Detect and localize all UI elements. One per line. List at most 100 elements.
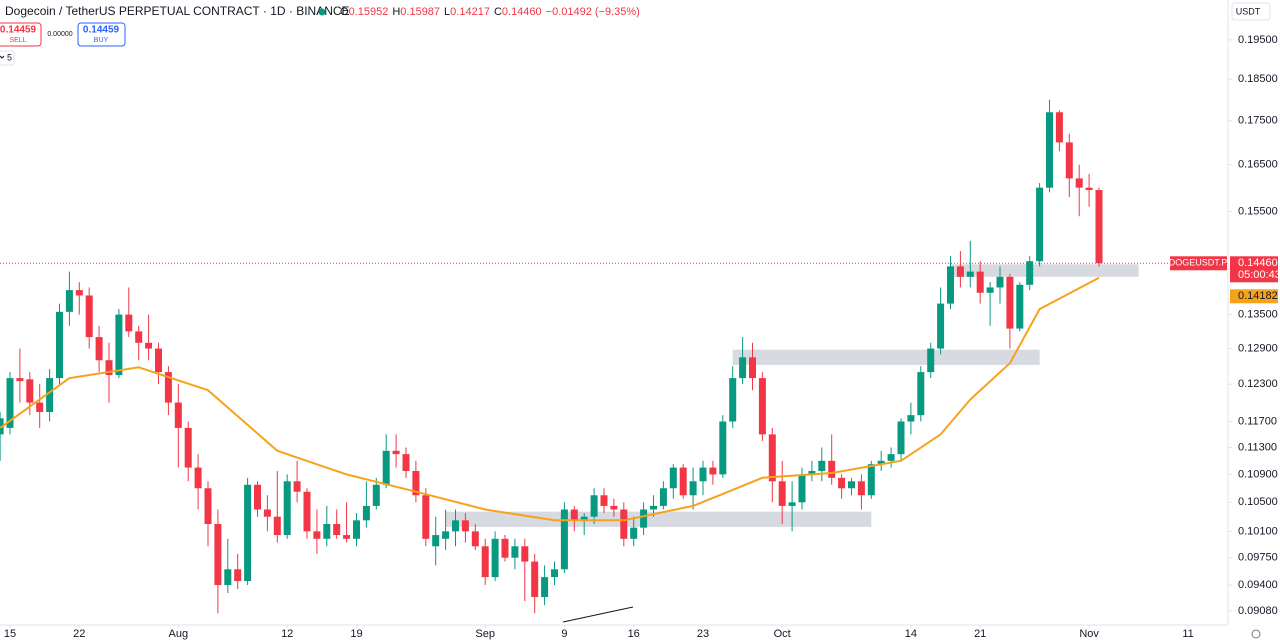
x-tick-label: 14 <box>905 628 917 640</box>
candle-body <box>907 415 915 422</box>
candle-body <box>155 348 162 373</box>
legend-value: H <box>392 6 400 18</box>
candle-body <box>36 402 44 412</box>
candle-body <box>1016 284 1024 329</box>
chevron-icon <box>0 55 5 59</box>
candle-body <box>739 357 747 379</box>
moving-average-line <box>0 276 1100 522</box>
candle-body <box>570 509 578 521</box>
y-tick-label: 0.10500 <box>1238 496 1278 508</box>
candle-body <box>590 495 598 517</box>
candle-body <box>471 531 479 547</box>
candle-body <box>343 535 351 539</box>
y-tick-label: 0.11700 <box>1238 415 1277 427</box>
candle-body <box>164 372 172 403</box>
candle-body <box>749 357 756 379</box>
candle-body <box>996 276 1004 288</box>
y-tick-label: 0.18500 <box>1238 73 1278 85</box>
buy-price: 0.14459 <box>83 25 120 36</box>
candle-body <box>511 546 519 558</box>
candle-body <box>95 337 103 361</box>
x-tick-label: Oct <box>774 628 791 640</box>
candle-body <box>1055 112 1063 143</box>
candle-body <box>432 535 440 547</box>
candle-body <box>283 481 291 536</box>
candle-body <box>353 520 360 539</box>
candle-body <box>976 271 984 293</box>
candle-body <box>937 303 945 349</box>
y-tick-label: 0.09080 <box>1238 605 1278 617</box>
candle-body <box>145 342 153 349</box>
y-tick-label: 0.13500 <box>1238 309 1278 321</box>
candle-body <box>986 287 994 293</box>
candle-body <box>501 538 509 558</box>
candle-body <box>323 523 331 539</box>
y-tick-label: 0.11300 <box>1238 441 1277 453</box>
candle-body <box>254 484 261 510</box>
candle-body <box>828 460 836 478</box>
ma-value-box <box>1230 289 1278 304</box>
candle-body <box>1085 187 1093 191</box>
candle-body <box>679 467 687 496</box>
sell-button[interactable] <box>0 22 42 47</box>
legend-value: 0.14217 <box>450 6 490 18</box>
y-tick-label: 0.16500 <box>1238 159 1278 171</box>
candle-body <box>372 484 380 506</box>
candle-body <box>65 290 73 312</box>
candle-body <box>758 378 766 435</box>
candle-body <box>333 523 341 536</box>
candle-body <box>1095 190 1103 264</box>
candle-body <box>392 450 400 455</box>
candle-body <box>650 505 657 510</box>
candle-body <box>184 427 192 468</box>
candle-body <box>214 523 222 586</box>
x-tick-label: Sep <box>475 628 495 640</box>
ohlc-legend: O0.15952 H0.15987 L0.14217 C0.14460 −0.01492… <box>340 6 640 18</box>
candle-body <box>541 577 549 598</box>
x-tick-label: 19 <box>350 628 362 640</box>
candle-body <box>729 378 737 422</box>
candle-body <box>620 509 628 539</box>
candle-body <box>293 481 301 492</box>
candle-body <box>303 491 311 532</box>
candle-body <box>75 290 83 296</box>
candle-body <box>244 484 252 582</box>
sell-price: 0.14459 <box>0 25 37 36</box>
candle-body <box>174 402 182 428</box>
candle-body <box>125 314 133 332</box>
last-price-label: 0.14460 <box>1238 257 1278 269</box>
x-tick-label: 16 <box>628 628 640 640</box>
settings-icon[interactable] <box>1251 629 1261 639</box>
ma-value-label: 0.14182 <box>1238 290 1278 302</box>
sell-label: SELL <box>9 37 26 44</box>
candle-body <box>85 295 93 338</box>
currency-button[interactable] <box>1231 2 1271 21</box>
candle-body <box>1006 276 1014 329</box>
x-tick-label: Nov <box>1079 628 1099 640</box>
candle-body <box>551 569 558 578</box>
candle-body <box>699 467 707 482</box>
candle-body <box>1036 187 1044 262</box>
x-tick-label: 15 <box>4 628 16 640</box>
candle-body <box>263 509 271 517</box>
candle-body <box>818 460 826 471</box>
indicator-toggle[interactable] <box>0 50 15 66</box>
plot-area <box>0 99 1228 614</box>
candle-body <box>234 569 242 582</box>
candle-body <box>877 460 885 465</box>
legend-value: 0.14460 <box>502 6 542 18</box>
buy-label: BUY <box>94 37 109 44</box>
x-tick-label: 11 <box>1182 628 1193 640</box>
buy-button[interactable] <box>77 22 126 47</box>
candle-body <box>610 505 618 510</box>
candle-body <box>6 378 14 428</box>
last-price-box <box>1230 256 1278 283</box>
candle-body <box>838 477 846 489</box>
legend-value: L <box>444 6 450 18</box>
y-tick-label: 0.19500 <box>1238 34 1278 46</box>
symbol-title: Dogecoin / TetherUS PERPETUAL CONTRACT ·… <box>5 4 350 18</box>
x-tick-label: 9 <box>561 628 567 640</box>
countdown: 05:00:43 <box>1238 269 1280 281</box>
